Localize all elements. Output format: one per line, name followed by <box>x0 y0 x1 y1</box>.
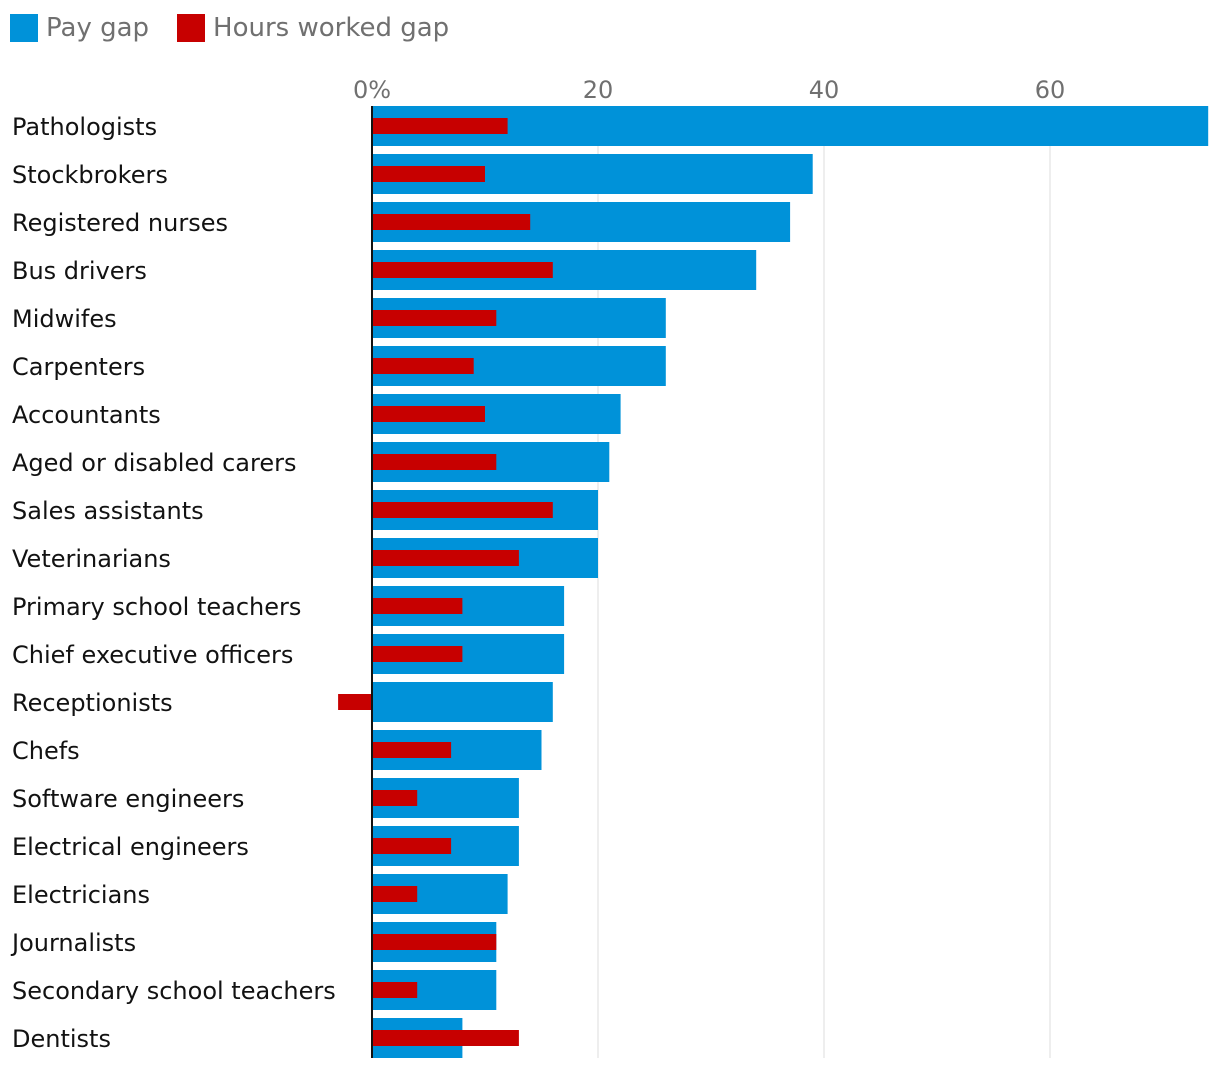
bar-pay-gap <box>372 106 1209 146</box>
bar-hours-worked-gap <box>372 406 485 422</box>
bar-hours-worked-gap <box>372 982 418 998</box>
category-label: Electricians <box>12 881 150 909</box>
legend-label-hours-gap: Hours worked gap <box>213 13 450 43</box>
category-label: Midwifes <box>12 305 117 333</box>
category-label: Accountants <box>12 401 161 429</box>
category-label: Primary school teachers <box>12 593 301 621</box>
category-label: Bus drivers <box>12 257 147 285</box>
category-label: Electrical engineers <box>12 833 249 861</box>
category-label: Carpenters <box>12 353 145 381</box>
bar-hours-worked-gap <box>372 502 553 518</box>
bar-hours-worked-gap <box>372 598 463 614</box>
legend-item-hours-gap: Hours worked gap <box>177 13 449 43</box>
x-tick-label: 20 <box>583 76 614 104</box>
x-tick-label: 0% <box>353 76 391 104</box>
category-label: Software engineers <box>12 785 244 813</box>
legend-item-pay-gap: Pay gap <box>10 13 149 43</box>
legend-swatch-hours-gap <box>177 14 206 42</box>
bar-hours-worked-gap <box>372 742 452 758</box>
legend: Pay gap Hours worked gap <box>10 12 477 44</box>
x-tick-label: 60 <box>1035 76 1066 104</box>
bar-hours-worked-gap <box>372 790 418 806</box>
category-label: Stockbrokers <box>12 161 168 189</box>
category-label: Journalists <box>10 929 136 957</box>
legend-swatch-pay-gap <box>10 14 38 42</box>
legend-label-pay-gap: Pay gap <box>46 13 150 43</box>
bar-hours-worked-gap <box>372 118 508 134</box>
bar-hours-worked-gap <box>372 358 474 374</box>
bar-hours-worked-gap <box>372 262 553 278</box>
bar-hours-worked-gap <box>372 886 418 902</box>
category-label: Aged or disabled carers <box>12 449 296 477</box>
bar-hours-worked-gap <box>372 166 485 182</box>
category-label: Receptionists <box>12 689 173 717</box>
category-label: Chefs <box>12 737 80 765</box>
category-label: Secondary school teachers <box>12 977 336 1005</box>
category-label: Pathologists <box>12 113 157 141</box>
bar-hours-worked-gap <box>372 838 452 854</box>
category-label: Sales assistants <box>12 497 204 525</box>
bar-hours-worked-gap <box>338 694 372 710</box>
category-label: Dentists <box>12 1025 111 1053</box>
bar-hours-worked-gap <box>372 934 497 950</box>
bar-pay-gap <box>372 682 553 722</box>
bar-hours-worked-gap <box>372 646 463 662</box>
category-label: Registered nurses <box>12 209 228 237</box>
x-tick-label: 40 <box>809 76 840 104</box>
category-label: Veterinarians <box>12 545 171 573</box>
bar-hours-worked-gap <box>372 310 497 326</box>
bar-hours-worked-gap <box>372 214 531 230</box>
bar-hours-worked-gap <box>372 550 519 566</box>
bar-hours-worked-gap <box>372 454 497 470</box>
category-label: Chief executive officers <box>12 641 293 669</box>
bar-hours-worked-gap <box>372 1030 519 1046</box>
